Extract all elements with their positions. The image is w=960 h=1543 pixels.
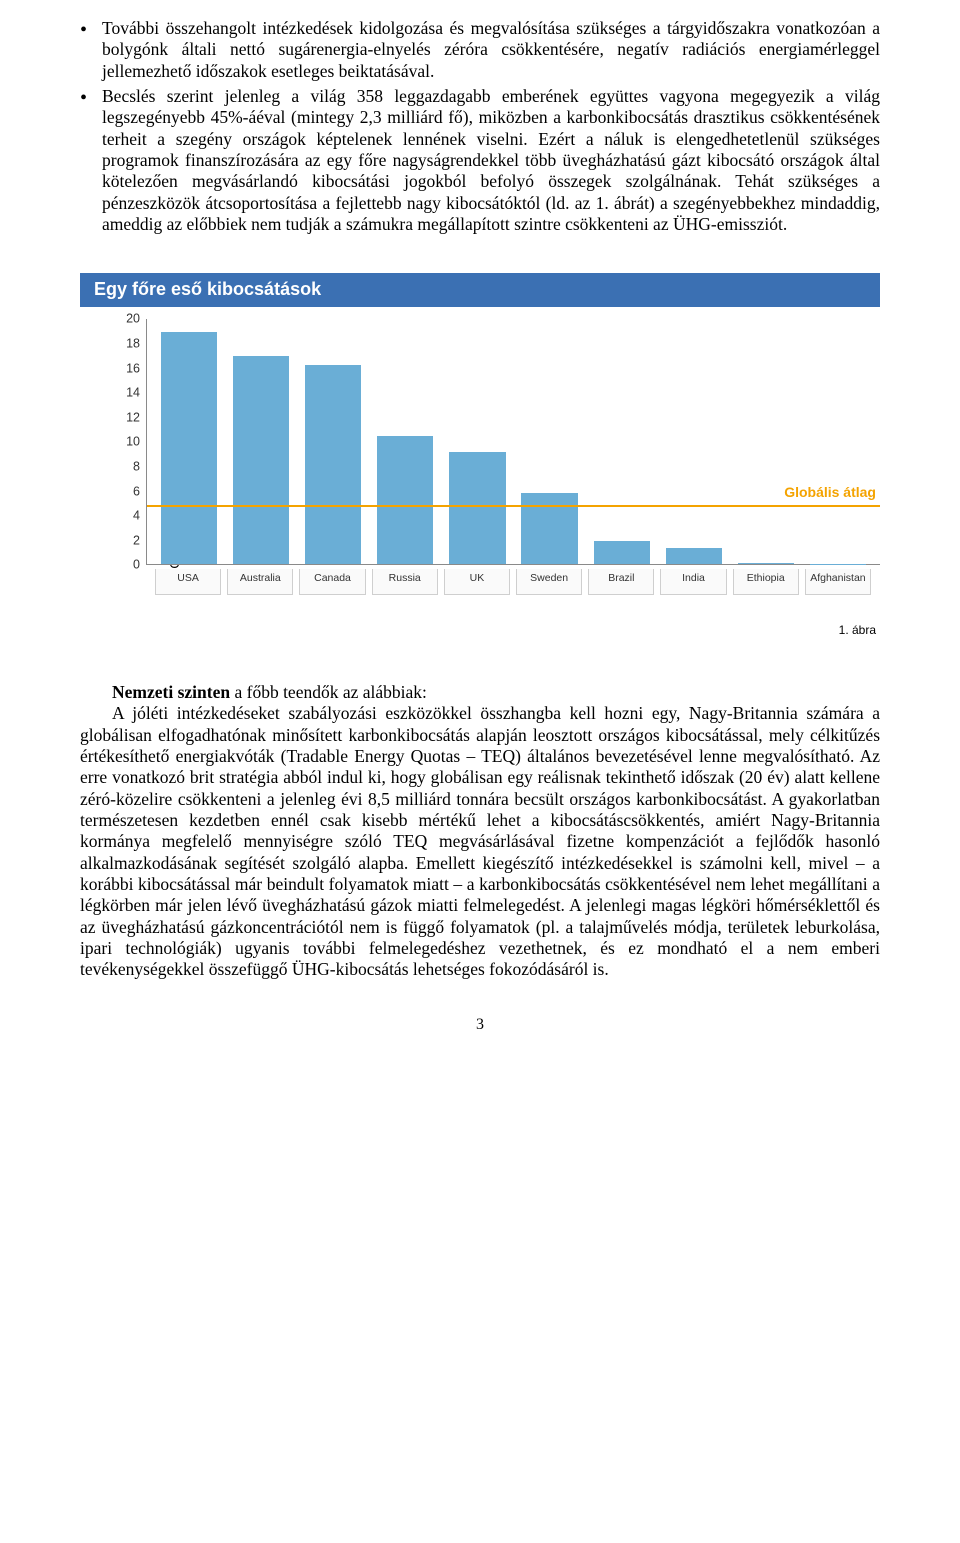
y-tick-label: 16 [88, 361, 140, 376]
bullet-item: Becslés szerint jelenleg a világ 358 leg… [102, 86, 880, 235]
bullet-item: További összehangolt intézkedések kidolg… [102, 18, 880, 82]
global-average-label: Globális átlag [784, 484, 876, 501]
y-tick-label: 12 [88, 410, 140, 425]
x-tick-label: Sweden [516, 569, 582, 595]
bar-slot [297, 319, 369, 564]
bar-slot [658, 319, 730, 564]
bar-slot [225, 319, 297, 564]
x-tick-label: Afghanistan [805, 569, 871, 595]
bar [305, 365, 361, 565]
x-tick-label: Brazil [588, 569, 654, 595]
x-tick-label: UK [444, 569, 510, 595]
bar [666, 548, 722, 564]
bar-slot [153, 319, 225, 564]
bar [594, 541, 650, 564]
chart-header: Egy főre eső kibocsátások [80, 273, 880, 307]
bar [377, 436, 433, 565]
plot-area: Globális átlag [146, 319, 880, 565]
bullet-list: További összehangolt intézkedések kidolg… [102, 18, 880, 235]
y-tick-label: 2 [88, 533, 140, 548]
y-tick-label: 10 [88, 435, 140, 450]
bar-slot [369, 319, 441, 564]
section-lead-rest: a főbb teendők az alábbiak: [230, 682, 427, 702]
section-lead-bold: Nemzeti szinten [112, 682, 230, 702]
x-tick-label: India [660, 569, 726, 595]
bar [161, 332, 217, 565]
x-tick-label: Canada [299, 569, 365, 595]
y-tick-label: 8 [88, 459, 140, 474]
global-average-line [147, 505, 880, 507]
y-tick-label: 14 [88, 386, 140, 401]
bar [449, 452, 505, 565]
bar [738, 563, 794, 565]
bar-slot [441, 319, 513, 564]
bar-slot [730, 319, 802, 564]
y-tick-label: 18 [88, 336, 140, 351]
x-tick-label: Ethiopia [733, 569, 799, 595]
national-section: Nemzeti szinten a főbb teendők az alábbi… [80, 682, 880, 981]
bar [810, 564, 866, 565]
section-lead: Nemzeti szinten a főbb teendők az alábbi… [80, 682, 880, 703]
bar-slot [513, 319, 585, 564]
bar-slot [586, 319, 658, 564]
page-number: 3 [80, 1015, 880, 1035]
x-tick-label: Australia [227, 569, 293, 595]
y-tick-label: 6 [88, 484, 140, 499]
section-body: A jóléti intézkedéseket szabályozási esz… [80, 703, 880, 980]
emissions-chart: Egy főre eső kibocsátások CO₂ kibocsátás… [80, 273, 880, 638]
x-tick-label: Russia [372, 569, 438, 595]
chart-body: CO₂ kibocsátás/év (metrikus tonna/fő/év)… [80, 315, 880, 595]
figure-caption: 1. ábra [80, 623, 876, 638]
y-tick-label: 20 [88, 312, 140, 327]
bar [233, 356, 289, 564]
y-tick-label: 0 [88, 558, 140, 573]
bar-slot [802, 319, 874, 564]
y-tick-label: 4 [88, 509, 140, 524]
x-tick-label: USA [155, 569, 221, 595]
